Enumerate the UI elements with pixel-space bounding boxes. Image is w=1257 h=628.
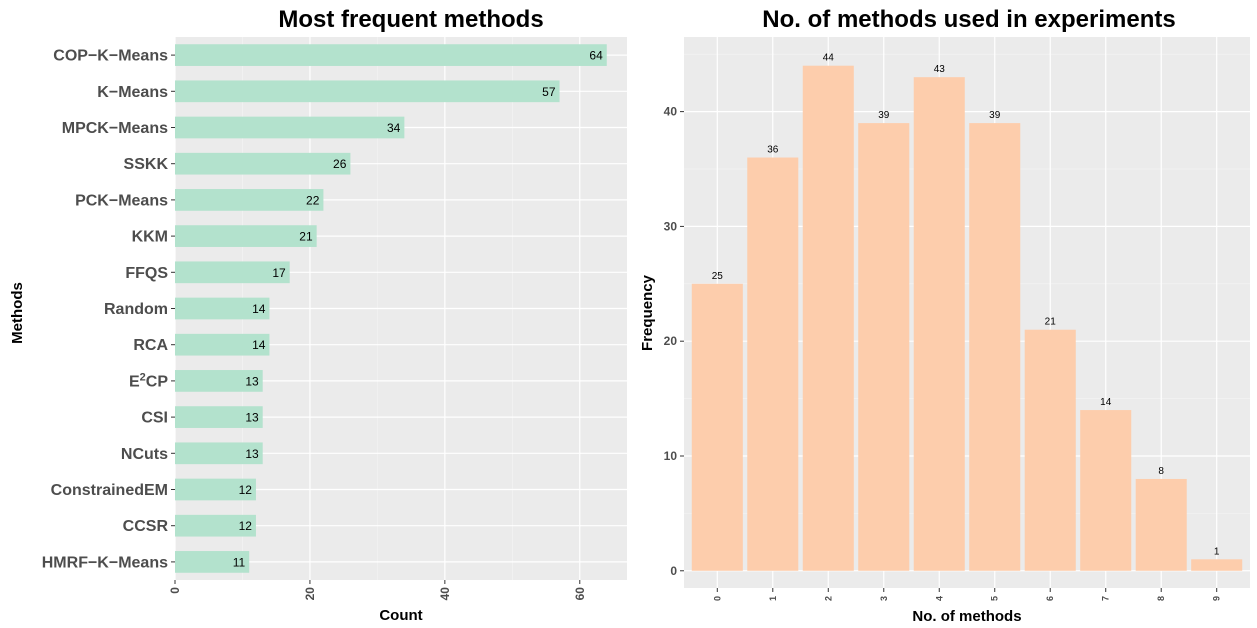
x-tick-label: 9 bbox=[1212, 596, 1222, 601]
bar-e2cp bbox=[175, 370, 263, 392]
category-label-e2cp: E2CP bbox=[129, 371, 168, 390]
value-label: 39 bbox=[989, 110, 1001, 121]
value-label: 13 bbox=[245, 447, 259, 461]
value-label: 21 bbox=[1045, 317, 1057, 328]
value-label: 14 bbox=[252, 338, 266, 352]
category-label-kkm: KKM bbox=[132, 229, 168, 246]
x-tick-label: 20 bbox=[303, 587, 317, 601]
x-tick-label: 0 bbox=[712, 596, 722, 601]
category-label-k-means: K−Means bbox=[97, 84, 168, 101]
bar-hmrf-k-means bbox=[175, 551, 250, 573]
value-label: 34 bbox=[387, 121, 401, 135]
bar-mpck-means bbox=[175, 116, 405, 139]
x-axis-title: Count bbox=[379, 607, 422, 624]
x-tick-label: 1 bbox=[768, 596, 778, 601]
value-label: 14 bbox=[252, 302, 266, 316]
bar-9 bbox=[1191, 559, 1243, 571]
value-label: 17 bbox=[272, 266, 286, 280]
bar-ncuts bbox=[175, 442, 263, 465]
value-label: 8 bbox=[1158, 466, 1164, 477]
value-label: 13 bbox=[245, 411, 259, 425]
category-label-mpck-means: MPCK−Means bbox=[62, 120, 168, 137]
bar-rca bbox=[175, 333, 270, 356]
x-axis-title: No. of methods bbox=[912, 608, 1021, 625]
x-tick-label: 5 bbox=[990, 596, 1000, 601]
category-label-ncuts: NCuts bbox=[121, 446, 168, 463]
value-label: 25 bbox=[712, 271, 724, 282]
value-label: 43 bbox=[934, 64, 946, 75]
x-tick-label: 6 bbox=[1045, 596, 1055, 601]
value-label: 44 bbox=[823, 53, 835, 64]
bar-cop-k-means bbox=[175, 44, 607, 66]
bar-pck-means bbox=[175, 189, 324, 211]
bar-constrainedem bbox=[175, 478, 256, 501]
x-tick-label: 3 bbox=[879, 596, 889, 601]
bar-ccsr bbox=[175, 514, 256, 537]
value-label: 39 bbox=[878, 110, 890, 121]
bar-6 bbox=[1024, 329, 1076, 571]
y-tick-label: 20 bbox=[664, 334, 678, 348]
category-label-ffqs: FFQS bbox=[125, 265, 168, 282]
bar-k-means bbox=[175, 80, 560, 103]
value-label: 57 bbox=[542, 85, 556, 99]
x-tick-label: 8 bbox=[1156, 596, 1166, 601]
value-label: 13 bbox=[245, 374, 259, 388]
y-tick-label: 30 bbox=[664, 219, 678, 233]
bar-3 bbox=[858, 123, 910, 571]
bar-1 bbox=[747, 157, 799, 571]
bar-8 bbox=[1135, 478, 1187, 571]
value-label: 22 bbox=[306, 193, 320, 207]
value-label: 64 bbox=[589, 49, 603, 63]
value-label: 12 bbox=[239, 519, 253, 533]
chart-title: No. of methods used in experiments bbox=[762, 6, 1175, 33]
bar-random bbox=[175, 297, 270, 320]
chart-title: Most frequent methods bbox=[278, 6, 543, 33]
bar-4 bbox=[913, 77, 965, 571]
category-label-cop-k-means: COP−K−Means bbox=[53, 48, 168, 65]
y-tick-label: 40 bbox=[664, 105, 678, 119]
bar-0 bbox=[691, 283, 743, 571]
most-frequent-methods-chart: 64 57 34 26 22 21 17 14 14 13 13 13 12 12 11 COP−K−Mean… bbox=[9, 6, 627, 624]
x-tick-label: 4 bbox=[934, 596, 944, 601]
x-tick-label: 60 bbox=[573, 587, 587, 601]
x-tick-label: 7 bbox=[1101, 596, 1111, 601]
category-label-sskk: SSKK bbox=[124, 156, 169, 173]
x-tick-label: 0 bbox=[168, 587, 182, 594]
category-label-random: Random bbox=[104, 301, 168, 318]
category-label-constrainedem: ConstrainedEM bbox=[51, 482, 168, 499]
category-label-ccsr: CCSR bbox=[123, 518, 169, 535]
y-tick-label: 10 bbox=[664, 449, 678, 463]
bar-csi bbox=[175, 406, 263, 428]
y-axis-title: Frequency bbox=[639, 274, 656, 351]
value-label: 36 bbox=[767, 145, 779, 156]
value-label: 1 bbox=[1214, 546, 1220, 557]
y-axis-title: Methods bbox=[9, 282, 26, 344]
bar-ffqs bbox=[175, 261, 290, 284]
value-label: 11 bbox=[233, 555, 246, 569]
category-label-csi: CSI bbox=[141, 410, 168, 427]
bar-2 bbox=[802, 65, 854, 571]
bar-7 bbox=[1080, 410, 1132, 571]
category-label-rca: RCA bbox=[133, 337, 168, 354]
value-label: 12 bbox=[239, 483, 253, 497]
x-tick-label: 40 bbox=[438, 587, 452, 601]
value-label: 26 bbox=[333, 157, 347, 171]
category-label-pck-means: PCK−Means bbox=[75, 192, 168, 209]
category-label-hmrf-k-means: HMRF−K−Means bbox=[42, 554, 168, 571]
value-label: 21 bbox=[299, 230, 313, 244]
bar-sskk bbox=[175, 152, 351, 175]
bar-kkm bbox=[175, 225, 317, 247]
x-tick-label: 2 bbox=[823, 596, 833, 601]
bar-5 bbox=[969, 123, 1021, 571]
value-label: 14 bbox=[1100, 397, 1112, 408]
y-tick-label: 0 bbox=[670, 564, 677, 578]
